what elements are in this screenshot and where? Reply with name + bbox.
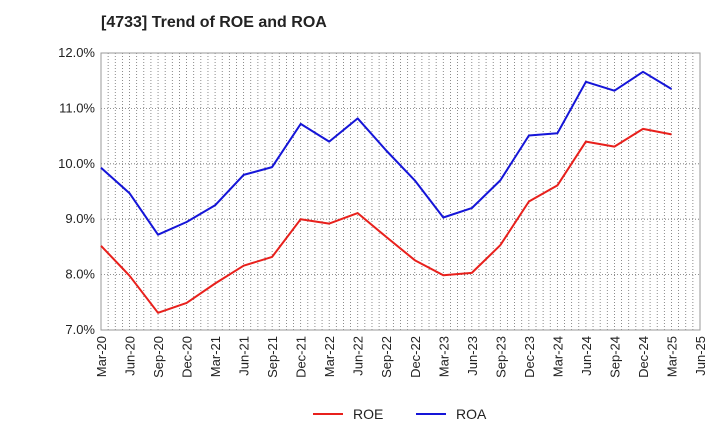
x-tick-label: Mar-20 [94, 336, 109, 377]
x-tick-label: Sep-21 [265, 336, 280, 378]
y-tick-label: 12.0% [58, 45, 95, 60]
x-tick-label: Jun-20 [123, 336, 138, 376]
x-tick-label: Dec-21 [294, 336, 309, 378]
x-tick-label: Mar-22 [322, 336, 337, 377]
series-line-roa [100, 70, 673, 236]
x-tick-label: Sep-23 [493, 336, 508, 378]
x-tick-label: Mar-23 [436, 336, 451, 377]
y-tick-label: 9.0% [65, 211, 95, 226]
legend: ROE ROA [313, 406, 487, 422]
plot-border [100, 52, 701, 331]
x-tick-label: Jun-24 [579, 336, 594, 376]
x-tick-label: Mar-25 [664, 336, 679, 377]
y-tick-label: 8.0% [65, 267, 95, 282]
y-tick-label: 7.0% [65, 322, 95, 337]
series-line-roe [100, 127, 672, 314]
x-tick-label: Mar-21 [208, 336, 223, 377]
x-tick-label: Dec-23 [522, 336, 537, 378]
legend-label-roe: ROE [353, 406, 383, 422]
grid-layer [101, 53, 700, 330]
x-tick-label: Jun-25 [693, 336, 708, 376]
x-tick-label: Jun-23 [465, 336, 480, 376]
x-tick-label: Jun-22 [351, 336, 366, 376]
legend-label-roa: ROA [456, 406, 487, 422]
x-tick-label: Dec-24 [636, 336, 651, 378]
chart-title: [4733] Trend of ROE and ROA [101, 14, 327, 31]
x-tick-label: Dec-20 [180, 336, 195, 378]
x-tick-label: Mar-24 [550, 336, 565, 377]
x-tick-label: Jun-21 [237, 336, 252, 376]
x-tick-label: Sep-24 [607, 336, 622, 378]
x-tick-label: Sep-20 [151, 336, 166, 378]
series-layer [100, 70, 673, 314]
x-tick-label: Dec-22 [408, 336, 423, 378]
axes-layer: 7.0% 8.0% 9.0% 10.0% 11.0% 12.0% Mar-20 Jun-20 S… [58, 45, 708, 378]
x-tick-label: Sep-22 [379, 336, 394, 378]
y-tick-label: 11.0% [59, 100, 95, 115]
y-tick-label: 10.0% [58, 156, 95, 171]
